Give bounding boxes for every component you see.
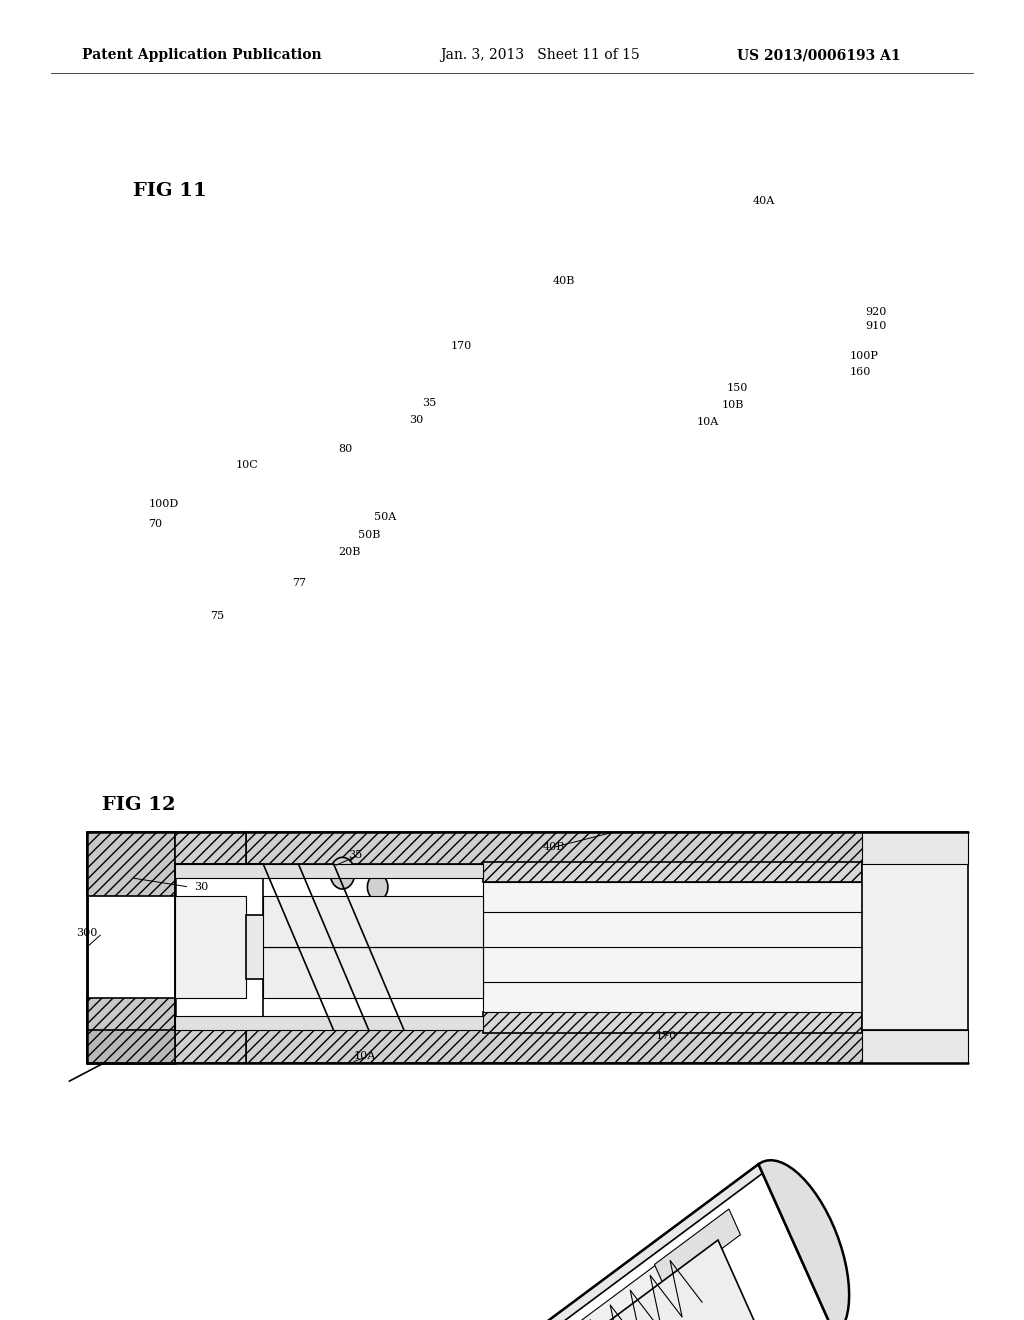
Polygon shape (862, 863, 968, 1030)
Text: 150: 150 (727, 383, 749, 393)
Text: FIG 12: FIG 12 (102, 796, 176, 814)
Text: US 2013/0006193 A1: US 2013/0006193 A1 (737, 49, 901, 62)
Polygon shape (87, 1030, 175, 1063)
Text: 920: 920 (865, 306, 887, 317)
Text: 40B: 40B (553, 276, 575, 286)
Text: 50B: 50B (358, 529, 381, 540)
Polygon shape (245, 1224, 724, 1320)
Text: Jan. 3, 2013   Sheet 11 of 15: Jan. 3, 2013 Sheet 11 of 15 (440, 49, 640, 62)
Polygon shape (175, 896, 246, 998)
Polygon shape (246, 1030, 968, 1063)
Text: 170: 170 (451, 341, 472, 351)
Text: 40B: 40B (543, 842, 565, 853)
Polygon shape (550, 1239, 764, 1320)
Text: 10A: 10A (353, 1051, 376, 1061)
Polygon shape (862, 1030, 968, 1063)
Polygon shape (175, 1030, 246, 1063)
Polygon shape (862, 832, 968, 863)
Polygon shape (483, 1011, 862, 1032)
Text: 20B: 20B (338, 546, 360, 557)
Text: 77: 77 (292, 578, 306, 589)
Text: 80: 80 (338, 444, 352, 454)
Text: FIG 11: FIG 11 (133, 182, 207, 201)
Polygon shape (13, 1164, 763, 1320)
Text: 300: 300 (76, 928, 97, 939)
Polygon shape (87, 832, 175, 896)
Circle shape (330, 858, 354, 890)
Text: 100D: 100D (148, 499, 179, 510)
Text: 170: 170 (655, 1031, 677, 1041)
Polygon shape (175, 832, 246, 863)
Text: 10B: 10B (722, 400, 744, 411)
Polygon shape (246, 915, 316, 979)
Polygon shape (483, 862, 862, 882)
Text: 30: 30 (195, 882, 209, 892)
Polygon shape (654, 1209, 740, 1290)
Text: 10A: 10A (696, 417, 719, 428)
Polygon shape (263, 948, 483, 998)
Polygon shape (246, 832, 968, 863)
Text: 100P: 100P (850, 351, 879, 362)
Circle shape (368, 874, 388, 900)
Text: 35: 35 (422, 397, 436, 408)
Polygon shape (87, 998, 175, 1063)
Text: 75: 75 (210, 611, 224, 622)
Polygon shape (175, 863, 483, 878)
Text: Patent Application Publication: Patent Application Publication (82, 49, 322, 62)
Polygon shape (263, 896, 483, 948)
Text: 70: 70 (148, 519, 163, 529)
Text: 910: 910 (865, 321, 887, 331)
Text: 35: 35 (348, 850, 362, 861)
Text: 160: 160 (850, 367, 871, 378)
Polygon shape (759, 1160, 849, 1320)
Text: 50A: 50A (374, 512, 396, 523)
Text: 10C: 10C (236, 459, 258, 470)
Polygon shape (175, 1016, 483, 1030)
Polygon shape (483, 882, 862, 1011)
Text: 40A: 40A (753, 195, 775, 206)
Text: 30: 30 (410, 414, 424, 425)
